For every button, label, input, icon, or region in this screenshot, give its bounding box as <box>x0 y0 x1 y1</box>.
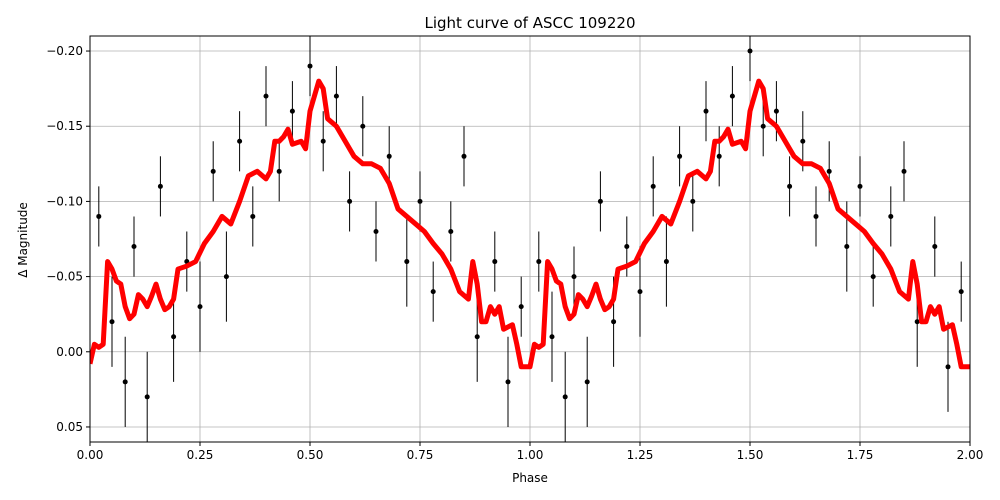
data-point <box>611 319 617 325</box>
binned-curve <box>90 78 970 370</box>
data-point <box>333 93 339 99</box>
data-point <box>813 213 819 219</box>
x-tick-label: 0.25 <box>187 448 214 462</box>
data-point <box>404 259 410 265</box>
data-point <box>729 93 735 99</box>
data-point <box>171 334 177 340</box>
data-point <box>914 319 920 325</box>
data-point <box>276 168 282 174</box>
data-point <box>263 93 269 99</box>
data-point <box>760 123 766 129</box>
data-point <box>597 198 603 204</box>
x-tick-label: 1.25 <box>627 448 654 462</box>
data-point <box>826 168 832 174</box>
y-tick-label: −0.20 <box>46 44 83 58</box>
x-tick-label: 2.00 <box>957 448 984 462</box>
data-point <box>562 394 568 400</box>
x-tick-label: 0.00 <box>77 448 104 462</box>
y-tick-label: −0.10 <box>46 194 83 208</box>
y-tick-label: −0.05 <box>46 270 83 284</box>
data-point <box>373 228 379 234</box>
data-point <box>320 138 326 144</box>
data-point <box>536 259 542 265</box>
data-point <box>109 319 115 325</box>
data-point <box>958 289 964 295</box>
y-tick-label: 0.05 <box>56 420 83 434</box>
data-point <box>505 379 511 385</box>
data-point <box>637 289 643 295</box>
data-point <box>360 123 366 129</box>
data-point <box>624 244 630 250</box>
data-point <box>716 153 722 159</box>
data-point <box>250 213 256 219</box>
data-point <box>237 138 243 144</box>
x-tick-label: 1.00 <box>517 448 544 462</box>
data-point <box>677 153 683 159</box>
data-point <box>386 153 392 159</box>
x-axis-label: Phase <box>512 471 548 485</box>
data-point <box>773 108 779 114</box>
data-point <box>870 274 876 280</box>
data-point <box>901 168 907 174</box>
plot-area <box>90 36 970 442</box>
data-point <box>650 183 656 189</box>
data-point <box>157 183 163 189</box>
data-point <box>131 244 137 250</box>
x-tick-label: 1.50 <box>737 448 764 462</box>
data-point <box>96 213 102 219</box>
y-tick-label: −0.15 <box>46 119 83 133</box>
data-point <box>857 183 863 189</box>
data-point <box>800 138 806 144</box>
data-point <box>747 48 753 54</box>
data-point <box>474 334 480 340</box>
data-point <box>210 168 216 174</box>
data-point <box>430 289 436 295</box>
data-point <box>945 364 951 370</box>
plot-frame <box>89 35 971 443</box>
data-point <box>307 63 313 69</box>
data-point <box>448 228 454 234</box>
x-tick-label: 0.75 <box>407 448 434 462</box>
data-point <box>584 379 590 385</box>
data-point <box>888 213 894 219</box>
data-point <box>787 183 793 189</box>
chart-title: Light curve of ASCC 109220 <box>425 14 636 32</box>
data-point <box>461 153 467 159</box>
y-tick-label: 0.00 <box>56 345 83 359</box>
data-point <box>663 259 669 265</box>
data-point <box>549 334 555 340</box>
data-point <box>703 108 709 114</box>
data-point <box>289 108 295 114</box>
data-point <box>492 259 498 265</box>
data-point <box>932 244 938 250</box>
data-point <box>144 394 150 400</box>
data-point <box>347 198 353 204</box>
data-point <box>417 198 423 204</box>
data-point <box>223 274 229 280</box>
data-point <box>122 379 128 385</box>
x-tick-label: 1.75 <box>847 448 874 462</box>
y-axis-label: Δ Magnitude <box>16 202 30 278</box>
data-point <box>197 304 203 310</box>
data-point <box>844 244 850 250</box>
data-point <box>518 304 524 310</box>
x-tick-label: 0.50 <box>297 448 324 462</box>
data-point <box>690 198 696 204</box>
data-point <box>571 274 577 280</box>
